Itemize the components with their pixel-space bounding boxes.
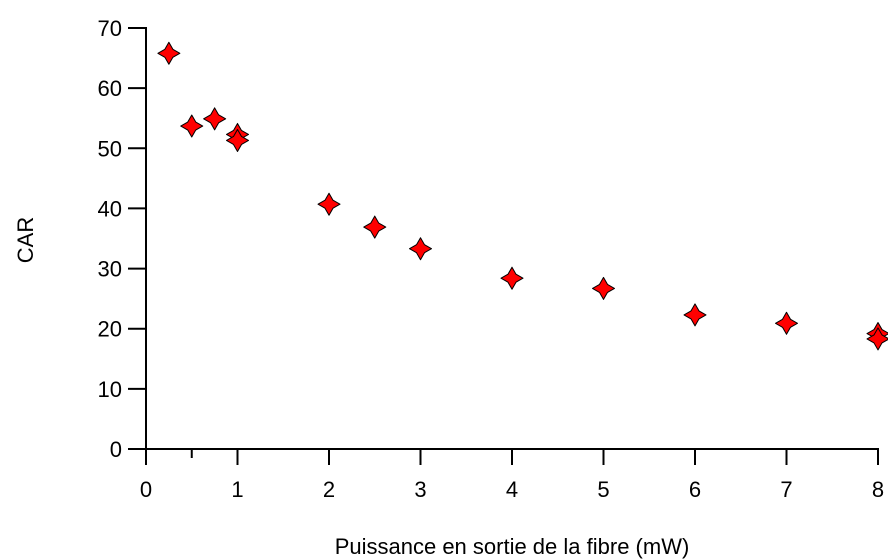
data-point	[500, 266, 524, 290]
y-tick-label: 0	[110, 437, 122, 462]
x-axis-title: Puissance en sortie de la fibre (mW)	[335, 534, 690, 559]
data-point	[683, 303, 707, 327]
x-axis: 0 1 2 3 4 5 6 7 8	[140, 448, 884, 502]
data-point	[203, 107, 227, 131]
y-axis: 0 10 20 30 40 50 60 70	[98, 16, 147, 462]
data-point	[363, 215, 387, 239]
data-point	[866, 327, 888, 351]
y-tick-label: 30	[98, 257, 122, 282]
x-tick-label: 7	[780, 477, 792, 502]
y-axis-title: CAR	[13, 217, 38, 263]
y-tick-label: 50	[98, 136, 122, 161]
data-point	[592, 276, 615, 300]
data-point	[317, 192, 341, 216]
data-point	[775, 311, 798, 335]
data-point	[157, 41, 181, 65]
y-tick-label: 60	[98, 76, 122, 101]
data-points	[157, 41, 888, 351]
x-tick-label: 8	[872, 477, 884, 502]
x-tick-label: 2	[323, 477, 335, 502]
x-tick-label: 1	[231, 477, 243, 502]
x-tick-label: 3	[414, 477, 426, 502]
y-tick-label: 40	[98, 196, 122, 221]
data-point	[226, 128, 249, 152]
data-point	[180, 114, 204, 138]
x-tick-label: 6	[689, 477, 701, 502]
data-point	[409, 237, 432, 261]
y-tick-label: 70	[98, 16, 122, 41]
x-tick-label: 4	[506, 477, 518, 502]
x-tick-label: 5	[597, 477, 609, 502]
x-tick-label: 0	[140, 477, 152, 502]
y-tick-label: 20	[98, 317, 122, 342]
y-tick-label: 10	[98, 377, 122, 402]
